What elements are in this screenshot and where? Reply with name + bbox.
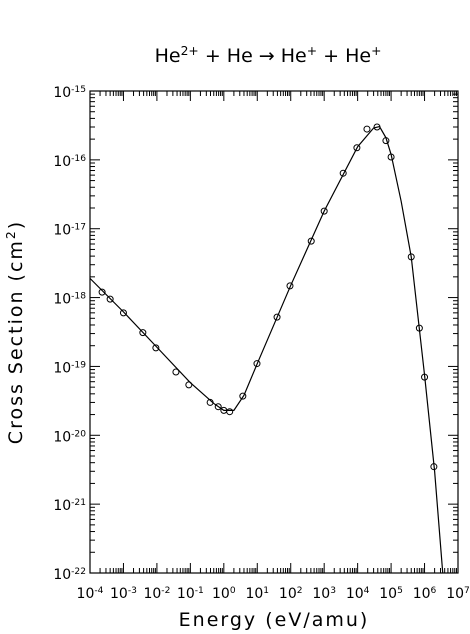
y-tick-label: 10-18 xyxy=(53,292,86,308)
x-tick-label: 107 xyxy=(446,586,470,602)
x-tick-label: 10-2 xyxy=(143,586,170,602)
x-tick-label: 105 xyxy=(379,586,403,602)
data-point xyxy=(226,408,234,416)
x-axis-label: Energy (eV/amu) xyxy=(179,609,370,631)
x-tick-label: 10-3 xyxy=(110,586,137,602)
data-point xyxy=(98,288,106,296)
y-tick-label: 10-17 xyxy=(53,223,86,239)
data-point xyxy=(214,403,222,411)
data-point xyxy=(307,237,315,245)
x-tick-label: 102 xyxy=(279,586,303,602)
x-tick-label: 103 xyxy=(312,586,336,602)
chart-title: He2+ + He → He+ + He+ xyxy=(155,44,382,67)
y-tick-label: 10-20 xyxy=(53,429,86,445)
data-point xyxy=(139,329,147,337)
y-tick-label: 10-21 xyxy=(53,498,86,514)
data-point xyxy=(339,169,347,177)
x-tick-label: 101 xyxy=(245,586,269,602)
data-point xyxy=(320,207,328,215)
data-point xyxy=(106,295,114,303)
plot-frame xyxy=(89,90,459,574)
data-point xyxy=(353,144,361,152)
y-tick-label: 10-19 xyxy=(53,360,86,376)
x-tick-label: 104 xyxy=(346,586,370,602)
data-point xyxy=(239,392,247,400)
data-point xyxy=(363,125,371,133)
data-point xyxy=(152,344,160,352)
x-tick-label: 10-1 xyxy=(177,586,204,602)
data-point xyxy=(172,368,180,376)
y-tick-label: 10-22 xyxy=(53,567,86,583)
x-tick-label: 10-4 xyxy=(77,586,104,602)
y-tick-label: 10-16 xyxy=(53,154,86,170)
x-tick-label: 100 xyxy=(212,586,236,602)
y-axis-label: Cross Section (cm2) xyxy=(4,220,27,444)
data-point xyxy=(273,313,281,321)
data-point xyxy=(119,309,127,317)
y-tick-label: 10-15 xyxy=(53,85,86,101)
data-point xyxy=(286,282,294,290)
fit-line xyxy=(89,125,444,574)
x-tick-label: 106 xyxy=(413,586,437,602)
data-point xyxy=(253,360,261,368)
